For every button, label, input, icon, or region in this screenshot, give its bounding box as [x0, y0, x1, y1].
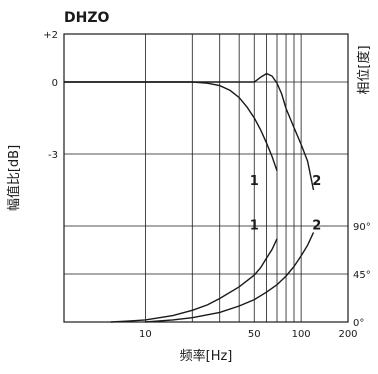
left-axis-title: 幅值比[dB]	[6, 145, 22, 211]
phase-curve-1	[110, 238, 278, 323]
x-axis-title: 频率[Hz]	[180, 348, 233, 364]
phase-curve-2	[145, 232, 315, 323]
curve-number-label: 2	[312, 174, 321, 189]
curve-number-label: 1	[250, 219, 259, 234]
amplitude-curve-1	[64, 81, 278, 172]
curves	[64, 72, 315, 323]
tick-labels: 10 50 100 200 +2 0 -3 0° 45° 90°	[43, 30, 370, 340]
chart-title: DHZO	[64, 10, 109, 26]
amplitude-tick-label: +2	[43, 30, 58, 41]
x-tick-label: 50	[248, 329, 261, 340]
curve-labels: 1 2 1 2	[250, 174, 322, 233]
right-axis-title: 相位[度]	[356, 45, 372, 94]
amplitude-tick-label: 0	[52, 78, 58, 89]
phase-tick-label: 45°	[353, 270, 371, 281]
curve-number-label: 2	[312, 219, 321, 234]
grid	[64, 33, 349, 323]
plot-frame	[63, 33, 349, 323]
amplitude-tick-label: -3	[48, 150, 58, 161]
x-tick-label: 100	[292, 329, 311, 340]
phase-tick-label: 0°	[353, 318, 364, 329]
curve-number-label: 1	[250, 174, 259, 189]
phase-tick-label: 90°	[353, 222, 371, 233]
amplitude-curve-2	[64, 72, 315, 191]
x-tick-label: 10	[139, 329, 152, 340]
x-tick-label: 200	[338, 329, 357, 340]
